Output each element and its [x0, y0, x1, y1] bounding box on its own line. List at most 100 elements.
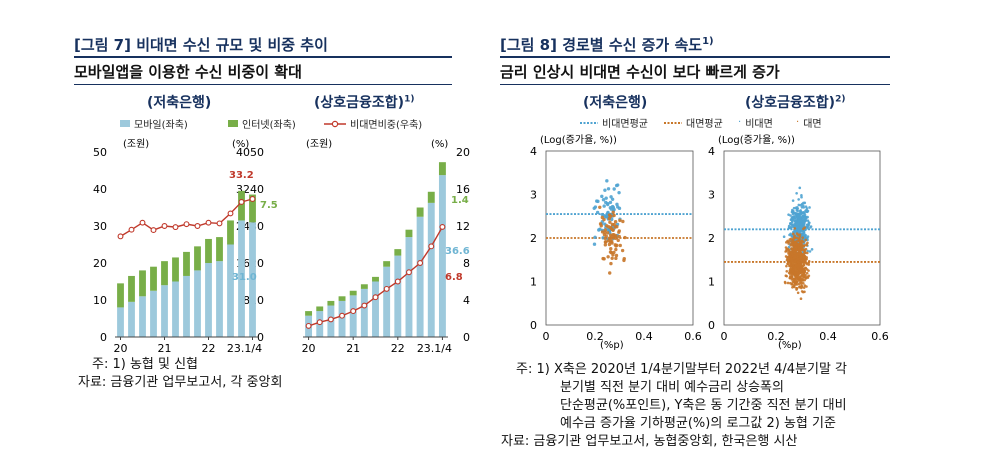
- face-point: [783, 280, 787, 284]
- bar-internet: [438, 162, 446, 176]
- nonface-point: [794, 206, 798, 210]
- legend-nonface: · 비대면: [738, 117, 773, 130]
- share-marker: [194, 223, 201, 229]
- face-point: [610, 222, 615, 227]
- bar-mobile: [216, 261, 223, 337]
- nonface-point: [790, 223, 794, 226]
- left-axis-ticks: 0 10 20 30 40 50: [93, 146, 107, 344]
- face-point: [784, 255, 788, 258]
- face-point: [798, 240, 801, 243]
- data-label-share: 33.2: [229, 170, 254, 181]
- nonface-point: [593, 235, 597, 240]
- face-point: [804, 266, 808, 270]
- face-point: [604, 240, 608, 244]
- y-tick-label: 4: [463, 294, 470, 307]
- face-point: [607, 242, 612, 247]
- face-point: [613, 236, 618, 240]
- nonface-point: [793, 214, 797, 218]
- legend-mobile: 모바일(좌축): [120, 116, 188, 131]
- face-point: [805, 285, 808, 288]
- legend-share: 비대면비중(우축): [324, 116, 422, 131]
- face-point: [799, 256, 803, 260]
- divider: [500, 56, 890, 58]
- nonface-point: [808, 250, 812, 253]
- nonface-point: [803, 218, 806, 221]
- chart-title-savings-bank: (저축은행): [147, 95, 212, 111]
- face-point: [609, 247, 613, 251]
- face-point: [614, 256, 618, 261]
- y-tick-label: 4: [530, 145, 537, 158]
- nonface-point: [615, 202, 619, 207]
- bar-mobile: [349, 295, 357, 337]
- data-label-internet: 7.5: [260, 200, 278, 211]
- bar-internet: [416, 207, 424, 217]
- chart-title-savings-bank: (저축은행): [583, 95, 648, 111]
- bar-mobile: [227, 244, 234, 337]
- y-tick-label: 4050: [236, 146, 264, 159]
- legend-face: · 대면: [796, 117, 822, 130]
- nonface-point: [796, 214, 799, 217]
- face-point: [792, 245, 796, 249]
- face-point: [790, 278, 794, 281]
- y-tick-label: 0: [257, 331, 264, 344]
- bar-internet: [349, 290, 357, 296]
- chart-title-mutual-finance: (상호금융조합)2): [745, 94, 846, 111]
- face-point: [805, 271, 809, 275]
- nonface-point: [610, 204, 615, 209]
- bar-internet: [216, 237, 223, 262]
- y-tick-label: 1: [708, 276, 715, 289]
- face-point: [621, 219, 625, 224]
- bar-internet: [161, 261, 168, 286]
- face-point: [805, 256, 808, 259]
- face-point: [791, 232, 795, 236]
- face-point: [790, 259, 794, 263]
- face-point: [608, 271, 612, 275]
- nonface-point: [614, 183, 619, 188]
- y-tick-label: 3: [708, 189, 715, 202]
- nonface-point: [617, 190, 621, 195]
- x-tick-label: 0.2: [586, 330, 604, 343]
- face-point: [802, 260, 805, 264]
- nonface-point: [597, 228, 601, 232]
- bar-internet: [427, 191, 435, 203]
- face-point: [618, 218, 622, 223]
- y-tick-label: 50: [93, 146, 107, 159]
- y-tick-label: 20: [93, 257, 107, 270]
- face-point: [800, 290, 804, 293]
- nonface-point: [805, 223, 809, 227]
- share-marker: [327, 316, 334, 323]
- face-point: [801, 277, 804, 281]
- nonface-point: [789, 214, 792, 217]
- bar-mobile: [150, 290, 157, 337]
- bar-internet: [128, 275, 135, 302]
- nonface-point: [801, 204, 805, 207]
- face-point: [784, 250, 787, 253]
- face-point: [797, 266, 800, 269]
- bar-internet: [117, 283, 124, 308]
- share-marker: [150, 227, 157, 234]
- nonface-point: [797, 198, 800, 201]
- face-point: [799, 270, 803, 273]
- nonface-point: [797, 230, 801, 233]
- face-point: [789, 244, 793, 247]
- bar-mobile: [372, 281, 379, 337]
- right-unit-label: (%): [232, 139, 249, 150]
- y-tick-label: 16: [456, 183, 470, 196]
- face-point: [796, 260, 800, 264]
- nonface-point: [600, 194, 604, 199]
- share-marker: [238, 199, 245, 205]
- face-point: [600, 215, 605, 220]
- nonface-point: [605, 201, 610, 206]
- face-point: [797, 252, 800, 256]
- y-tick-label: 0: [100, 331, 107, 344]
- left-unit-label: (조원): [123, 138, 149, 150]
- face-point: [607, 216, 612, 221]
- nonface-point: [795, 191, 798, 195]
- x-tick-label: 22: [391, 342, 405, 355]
- face-point: [603, 236, 607, 241]
- bar-internet: [227, 220, 234, 245]
- bar-mobile: [205, 263, 212, 337]
- face-point: [787, 255, 790, 259]
- nonface-point: [800, 226, 803, 229]
- y-tick-label: 12: [456, 220, 470, 233]
